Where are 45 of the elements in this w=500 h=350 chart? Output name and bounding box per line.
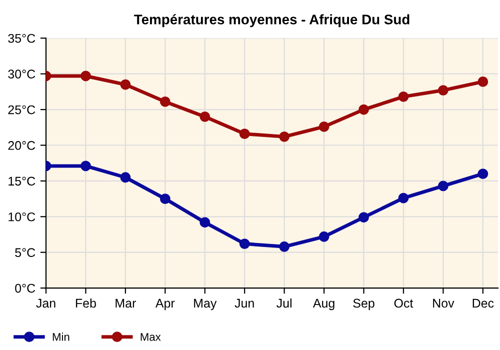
- point: [80, 70, 91, 82]
- point: [279, 241, 290, 252]
- y-tick-label: 5°C: [15, 248, 36, 257]
- x-tick-label: Dec: [472, 298, 494, 308]
- point: [398, 192, 409, 204]
- point: [358, 104, 369, 115]
- legend-label: Max: [140, 333, 161, 341]
- point: [160, 194, 170, 204]
- point: [120, 79, 131, 90]
- point: [318, 231, 330, 242]
- point: [478, 168, 488, 180]
- y-tick-label: 0°C: [15, 284, 36, 293]
- x-tick-label: May: [194, 298, 217, 310]
- point: [239, 238, 250, 249]
- x-tick-label: Sep: [353, 298, 374, 310]
- x-tick-label: Nov: [433, 298, 454, 308]
- point: [160, 96, 170, 107]
- x-tick-label: Mar: [116, 298, 136, 308]
- y-tick-label: 20°C: [8, 141, 36, 150]
- x-tick-label: Aug: [312, 298, 334, 310]
- y-tick-label: 10°C: [8, 212, 36, 222]
- point: [438, 180, 448, 192]
- point: [358, 212, 369, 223]
- x-tick-label: Feb: [76, 298, 96, 308]
- x-tick-label: Jan: [36, 298, 56, 308]
- point: [318, 121, 330, 132]
- chart-title: Températures moyennes - Afrique Du Sud: [134, 14, 410, 28]
- point: [279, 131, 290, 142]
- point: [80, 160, 91, 172]
- point: [438, 85, 448, 96]
- legend-label: Min: [52, 332, 70, 341]
- y-tick-label: 15°C: [8, 176, 36, 186]
- y-tick-label: 30°C: [8, 70, 36, 78]
- point: [478, 76, 488, 87]
- x-tick-label: Apr: [155, 298, 175, 310]
- y-tick-label: 35°C: [8, 34, 36, 43]
- point: [120, 172, 131, 183]
- point: [398, 91, 409, 102]
- point: [239, 128, 250, 140]
- y-tick-label: 25°C: [8, 105, 36, 114]
- point: [200, 111, 210, 122]
- x-tick-label: Oct: [394, 298, 414, 308]
- x-tick-label: Jul: [276, 298, 292, 308]
- x-tick-label: Jun: [234, 298, 254, 308]
- point: [200, 217, 210, 228]
